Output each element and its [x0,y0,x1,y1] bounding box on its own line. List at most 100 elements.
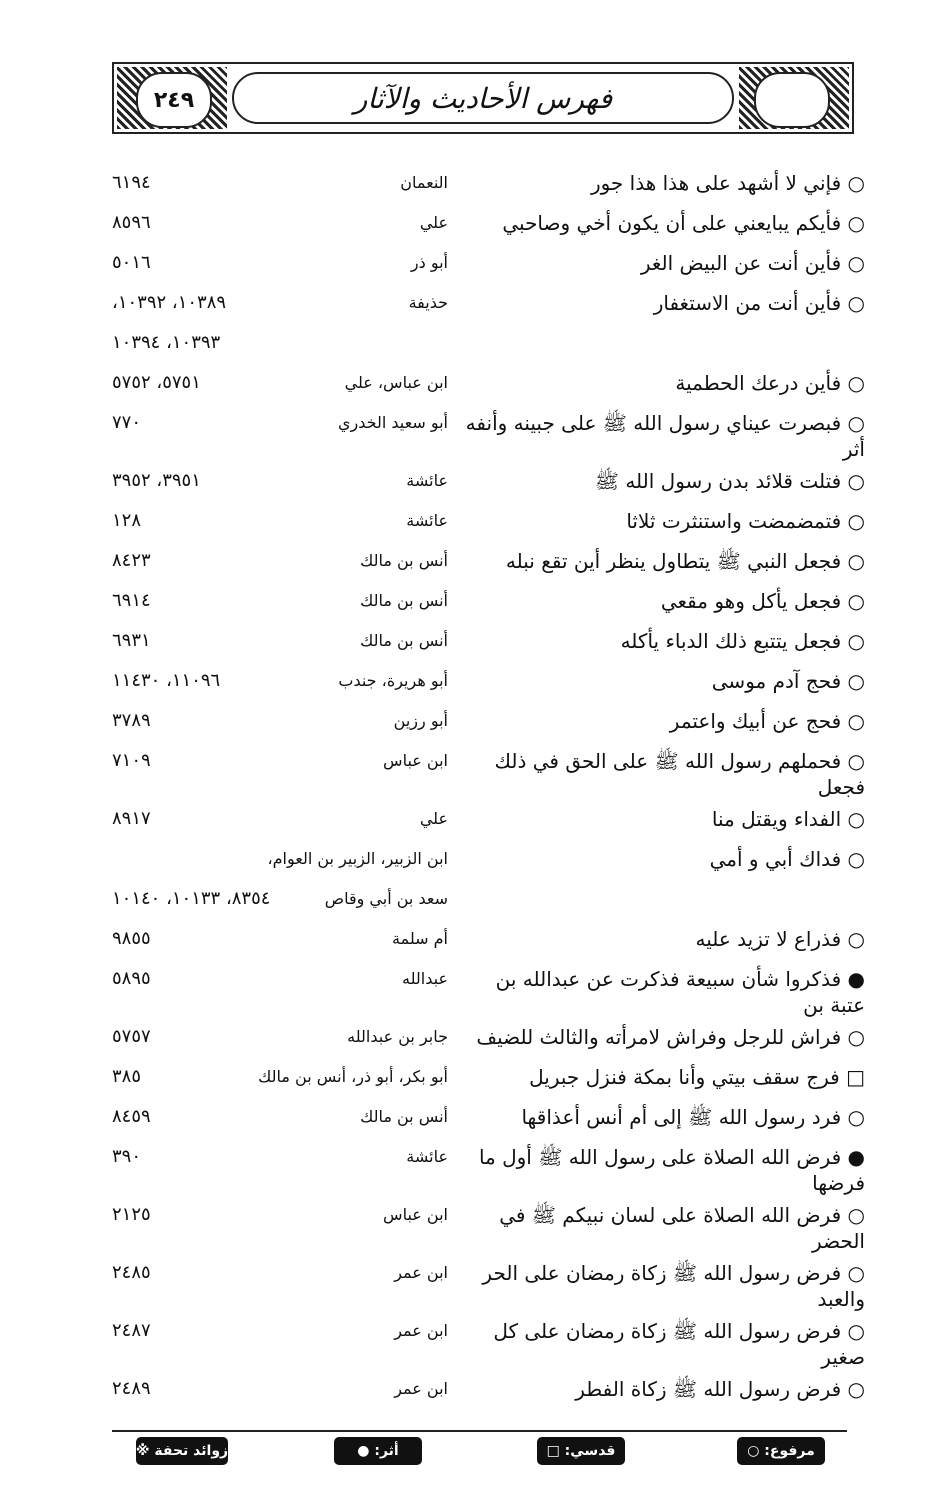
narrator-name: ابن عمر [394,1379,448,1398]
narrator-name: أبو ذر [410,253,448,272]
page-number: ٢٤٩ [136,72,212,128]
legend-athar: أثر: ● [334,1437,422,1465]
legend-qudsi: قدسي: □ [537,1437,625,1465]
legend-zawaid: زوائد تحفة ※ [136,1437,228,1465]
narrator-name: أبو سعيد الخدري [338,413,448,432]
narrator-name: أنس بن مالك [360,591,448,610]
index-entry: سعد بن أبي وقاص ٨٣٥٤، ١٠١٣٣، ١٠١٤٠ [112,880,865,920]
hadith-numbers: ٨٤٥٩ [112,1106,151,1127]
hadith-text: ○ فرض رسول الله ﷺ زكاة رمضان على الحر وا… [482,1261,865,1311]
index-list: ○ فإني لا أشهد على هذا هذا جور النعمان ٦١٩… [112,164,865,1410]
index-entry: ○ فجعل يتتبع ذلك الدباء يأكله أنس بن مالك… [112,622,865,662]
hadith-numbers: ٨٩١٧ [112,808,151,829]
hadith-numbers: ٥٨٩٥ [112,968,151,989]
hadith-text: ○ فأين أنت عن البيض الغر [640,251,865,275]
hadith-text: ○ فحج آدم موسى [711,669,865,693]
narrator-name: علي [419,809,448,828]
narrator-name: أنس بن مالك [360,1107,448,1126]
page-header: ٢٤٩ فهرس الأحاديث والآثار [112,62,854,134]
index-entry: ○ فحملهم رسول الله ﷺ على الحق في ذلك فجع… [112,742,865,800]
hadith-numbers: ٦٩٣١ [112,630,151,651]
index-entry: ○ فرض رسول الله ﷺ زكاة رمضان على كل صغير… [112,1312,865,1370]
legend-marfu: مرفوع: ○ [737,1437,825,1465]
hadith-text: ● فرض الله الصلاة على رسول الله ﷺ أول ما… [478,1145,865,1195]
hadith-numbers: ٨٤٢٣ [112,550,151,571]
hadith-numbers: ٥٠١٦ [112,252,151,273]
hadith-numbers: ٦٩١٤ [112,590,151,611]
hadith-text: ● فذكروا شأن سبيعة فذكرت عن عبدالله بن ع… [495,967,865,1017]
hadith-text: ○ فتلت قلائد بدن رسول الله ﷺ [594,469,865,493]
hadith-text: ○ فحج عن أبيك واعتمر [669,709,865,733]
index-entry: ○ فتلت قلائد بدن رسول الله ﷺ عائشة ٣٩٥١، ٣… [112,462,865,502]
hadith-numbers: ٨٣٥٤، ١٠١٣٣، ١٠١٤٠ [112,888,271,909]
narrator-name: جابر بن عبدالله [347,1027,448,1046]
narrator-name: النعمان [400,173,448,192]
hadith-text: ○ فحملهم رسول الله ﷺ على الحق في ذلك فجع… [494,749,865,799]
hadith-numbers: ٥٧٥٧ [112,1026,151,1047]
footer-legend: مرفوع: ○ قدسي: □ أثر: ● زوائد تحفة ※ [112,1430,847,1468]
hadith-text: ○ فجعل يتتبع ذلك الدباء يأكله [620,629,865,653]
hadith-numbers: ٥٧٥١، ٥٧٥٢ [112,372,201,393]
narrator-name: ابن عمر [394,1263,448,1282]
index-entry: ○ فبصرت عيناي رسول الله ﷺ على جبينه وأنف… [112,404,865,462]
hadith-text: ○ فراش للرجل وفراش لامرأته والثالث للضيف [476,1025,865,1049]
index-entry: ○ فتمضمضت واستنثرت ثلاثا عائشة ١٢٨ [112,502,865,542]
index-entry: ١٠٣٩٣، ١٠٣٩٤ [112,324,865,364]
narrator-name: أبو بكر، أبو ذر، أنس بن مالك [258,1067,448,1086]
hadith-text: ○ فتمضمضت واستنثرت ثلاثا [626,509,865,533]
hadith-text: ○ فأيكم يبايعني على أن يكون أخي وصاحبي [502,211,865,235]
narrator-name: ابن الزبير، الزبير بن العوام، [267,849,448,868]
index-entry: ○ فأين أنت من الاستغفار حذيفة ١٠٣٨٩، ١٠٣٩٢… [112,284,865,324]
narrator-name: أم سلمة [392,929,448,948]
narrator-name: أنس بن مالك [360,551,448,570]
narrator-name: حذيفة [408,293,448,312]
hadith-text: ○ الفداء ويقتل منا [711,807,865,831]
hadith-numbers: ٧١٠٩ [112,750,151,771]
narrator-name: ابن عمر [394,1321,448,1340]
narrator-name: ابن عباس، علي [344,373,448,392]
narrator-name: أبو هريرة، جندب [338,671,448,690]
hadith-numbers: ١٠٣٨٩، ١٠٣٩٢، [112,292,227,313]
index-entry: ○ الفداء ويقتل منا علي ٨٩١٧ [112,800,865,840]
index-entry: ○ فداك أبي و أمي ابن الزبير، الزبير بن ال… [112,840,865,880]
narrator-name: عائشة [406,1147,448,1166]
hadith-text: ○ فذراع لا تزيد عليه [695,927,865,951]
hadith-text: ○ فأين أنت من الاستغفار [653,291,865,315]
hadith-numbers: ١٢٨ [112,510,142,531]
index-entry: ○ فحج آدم موسى أبو هريرة، جندب ١١٠٩٦، ١١٤٣… [112,662,865,702]
index-entry: ○ فذراع لا تزيد عليه أم سلمة ٩٨٥٥ [112,920,865,960]
hadith-numbers: ٢٤٨٥ [112,1262,151,1283]
emblem-logo [754,72,830,128]
index-content: ○ فإني لا أشهد على هذا هذا جور النعمان ٦١٩… [112,164,865,1410]
index-entry: ○ فأين أنت عن البيض الغر أبو ذر ٥٠١٦ [112,244,865,284]
hadith-numbers: ٣٩٠ [112,1146,142,1167]
index-entry: ○ فأيكم يبايعني على أن يكون أخي وصاحبي عل… [112,204,865,244]
hadith-text: ○ فإني لا أشهد على هذا هذا جور [590,171,865,195]
index-entry: ○ فرض رسول الله ﷺ زكاة الفطر ابن عمر ٢٤٨٩ [112,1370,865,1410]
narrator-name: علي [419,213,448,232]
index-entry: ○ فرض الله الصلاة على لسان نبيكم ﷺ في ال… [112,1196,865,1254]
hadith-text: ○ فبصرت عيناي رسول الله ﷺ على جبينه وأنف… [465,411,865,461]
title-banner: فهرس الأحاديث والآثار [232,72,734,124]
index-entry: ○ فجعل يأكل وهو مقعي أنس بن مالك ٦٩١٤ [112,582,865,622]
index-entry: □ فرج سقف بيتي وأنا بمكة فنزل جبريل أبو ب… [112,1058,865,1098]
page-title: فهرس الأحاديث والآثار [353,81,613,115]
hadith-numbers: ٣٨٥ [112,1066,142,1087]
index-entry: ○ فراش للرجل وفراش لامرأته والثالث للضيف… [112,1018,865,1058]
index-entry: ○ فرد رسول الله ﷺ إلى أم أنس أعذاقها أنس … [112,1098,865,1138]
hadith-text: ○ فجعل النبي ﷺ يتطاول ينظر أين تقع نبله [505,549,865,573]
index-entry: ○ فإني لا أشهد على هذا هذا جور النعمان ٦١٩… [112,164,865,204]
narrator-name: ابن عباس [383,751,448,770]
hadith-text: ○ فأين درعك الحطمية [675,371,865,395]
narrator-name: ابن عباس [383,1205,448,1224]
hadith-numbers: ٦١٩٤ [112,172,151,193]
hadith-numbers: ٢٤٨٧ [112,1320,151,1341]
narrator-name: عائشة [406,471,448,490]
index-entry: ● فرض الله الصلاة على رسول الله ﷺ أول ما… [112,1138,865,1196]
hadith-text: ○ فرض الله الصلاة على لسان نبيكم ﷺ في ال… [499,1203,865,1253]
hadith-text: ○ فرض رسول الله ﷺ زكاة الفطر [575,1377,865,1401]
narrator-name: أنس بن مالك [360,631,448,650]
hadith-numbers: ٨٥٩٦ [112,212,151,233]
hadith-numbers: ٢١٢٥ [112,1204,151,1225]
narrator-name: أبو رزين [393,711,448,730]
